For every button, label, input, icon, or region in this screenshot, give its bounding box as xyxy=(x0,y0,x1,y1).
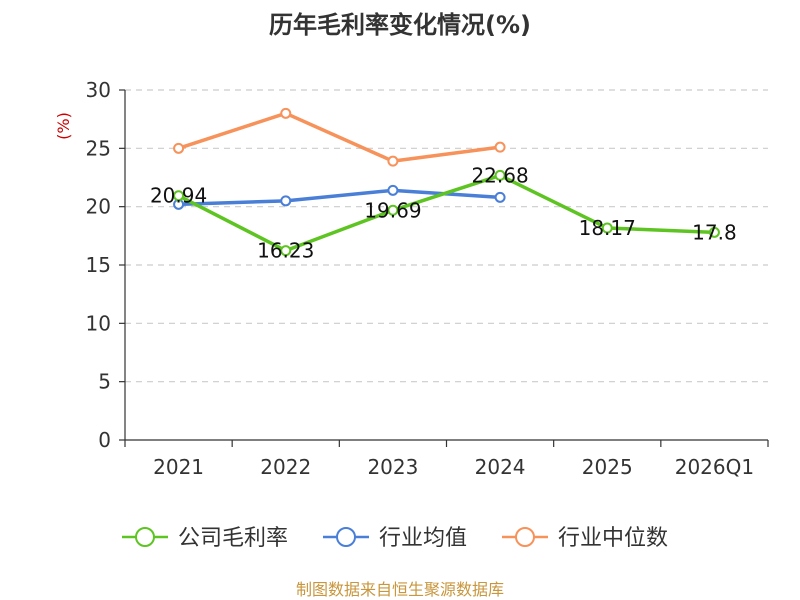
data-point xyxy=(601,222,613,234)
data-point xyxy=(387,184,399,196)
data-label: 22.68 xyxy=(471,163,528,187)
legend-item-2: 行业中位数 xyxy=(502,526,668,551)
data-point xyxy=(494,191,506,203)
data-point xyxy=(280,245,292,257)
data-point xyxy=(708,226,720,238)
data-point xyxy=(387,155,399,167)
x-tick-label: 2025 xyxy=(582,455,633,479)
data-point xyxy=(173,190,185,202)
data-label: 20.94 xyxy=(150,184,207,208)
legend-swatch-marker xyxy=(515,527,535,547)
data-point xyxy=(494,141,506,153)
series-2 xyxy=(173,107,506,167)
source-note: 制图数据来自恒生聚源数据库 xyxy=(296,580,504,599)
x-tick-label: 2023 xyxy=(367,455,418,479)
x-tick-label: 2026Q1 xyxy=(675,455,754,479)
legend-label: 公司毛利率 xyxy=(178,526,288,551)
legend-swatch-marker xyxy=(336,527,356,547)
data-point xyxy=(280,107,292,119)
series-line xyxy=(176,173,717,253)
legend-swatch-marker xyxy=(135,527,155,547)
data-point xyxy=(387,204,399,216)
legend-item-1: 行业均值 xyxy=(323,526,467,551)
series-0 xyxy=(173,169,720,257)
grid-lines xyxy=(125,89,768,383)
data-label: 18.17 xyxy=(579,216,636,240)
chart-title: 历年毛利率变化情况(%) xyxy=(269,11,531,39)
x-tick-label: 2022 xyxy=(260,455,311,479)
x-tick-label: 2021 xyxy=(153,455,204,479)
legend-label: 行业均值 xyxy=(379,526,467,551)
legend-label: 行业中位数 xyxy=(558,526,668,551)
series-lines xyxy=(173,107,720,257)
y-tick-label: 5 xyxy=(98,370,111,394)
legend-item-0: 公司毛利率 xyxy=(122,526,288,551)
data-label: 16.23 xyxy=(257,239,314,263)
data-labels: 20.94 16.23 19.69 22.68 18.17 17.8 xyxy=(150,163,737,262)
y-tick-label: 15 xyxy=(86,253,111,277)
y-tick-label: 0 xyxy=(98,428,111,452)
data-label: 19.69 xyxy=(364,198,421,222)
y-tick-label: 10 xyxy=(86,311,111,335)
y-tick-label: 20 xyxy=(86,195,111,219)
legend: 公司毛利率 行业均值 行业中位数 xyxy=(122,526,668,551)
y-tick-label: 30 xyxy=(86,78,111,102)
series-line xyxy=(176,111,502,163)
data-label: 17.8 xyxy=(692,220,737,244)
data-point xyxy=(173,142,185,154)
x-tick-label: 2024 xyxy=(475,455,526,479)
data-point xyxy=(494,169,506,181)
data-point xyxy=(280,195,292,207)
y-tick-label: 25 xyxy=(86,136,111,160)
y-axis-unit-label: (%) xyxy=(54,112,73,140)
